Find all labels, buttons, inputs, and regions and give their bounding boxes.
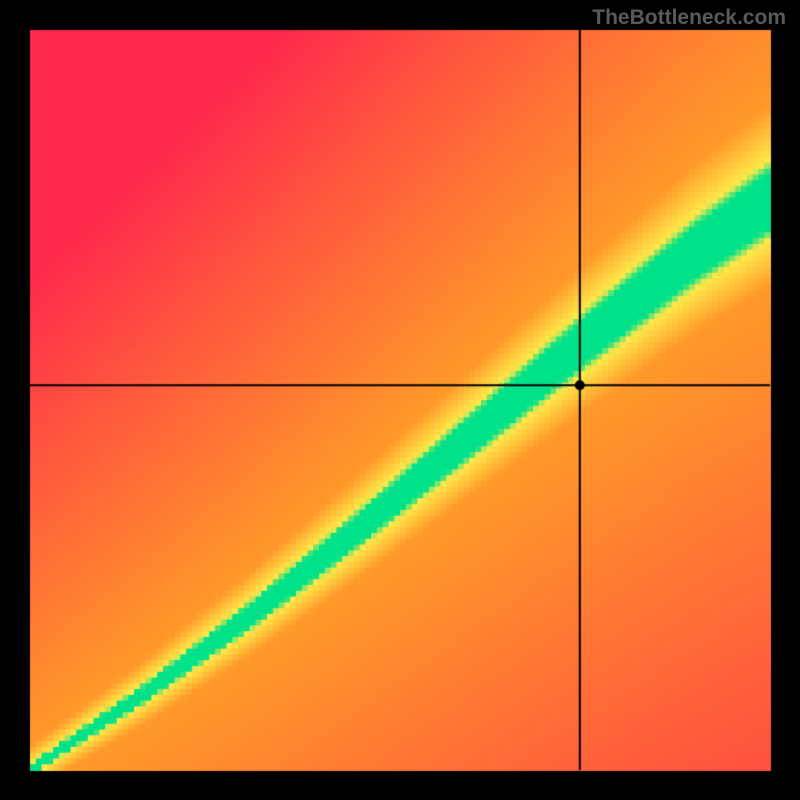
heatmap-canvas (0, 0, 800, 800)
chart-container: TheBottleneck.com (0, 0, 800, 800)
watermark-text: TheBottleneck.com (592, 6, 786, 30)
